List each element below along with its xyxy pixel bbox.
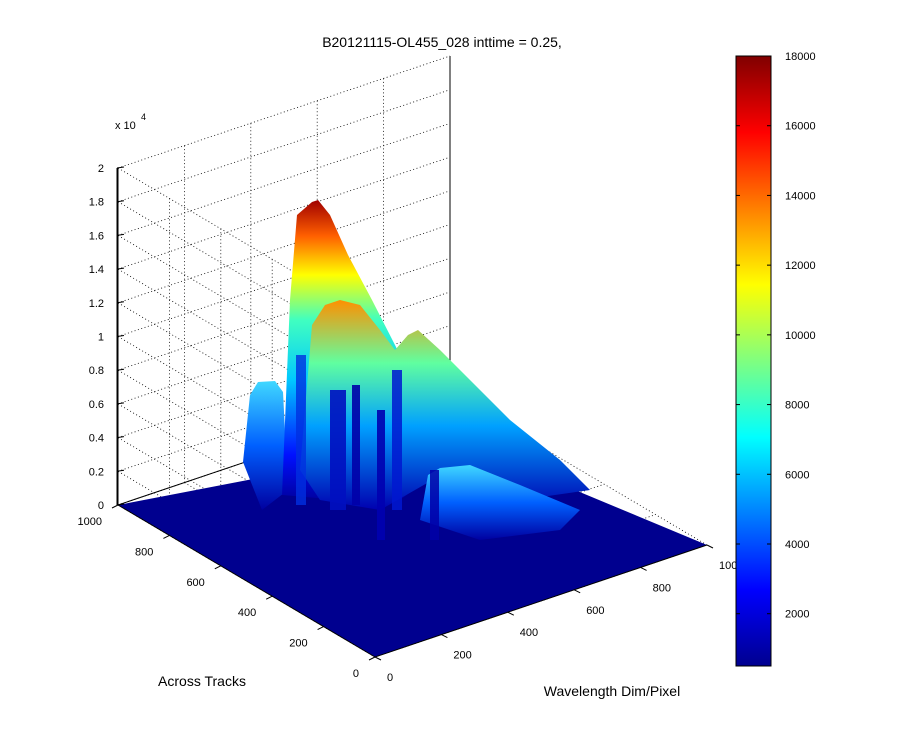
x-tick-label: 400	[520, 627, 538, 639]
x-tick-label: 600	[586, 605, 604, 617]
z-tick-label: 0.4	[89, 433, 104, 445]
z-tick-mark	[116, 335, 125, 337]
y-tick-mark	[317, 626, 324, 631]
x-tick-mark	[441, 634, 448, 639]
z-multiplier: x 10	[115, 120, 136, 132]
y-tick-label: 800	[135, 546, 153, 558]
x-tick-mark	[640, 566, 647, 571]
y-tick-mark	[163, 534, 170, 539]
surface-trough	[377, 410, 385, 540]
grid-line	[117, 89, 451, 203]
z-tick-mark	[116, 402, 125, 405]
surface-trough	[430, 470, 439, 540]
x-tick-label: 800	[653, 582, 671, 594]
x-tick-mark	[706, 544, 714, 549]
y-tick-label: 0	[353, 668, 359, 680]
z-tick-mark	[116, 436, 125, 439]
x-tick-mark	[573, 589, 581, 594]
colorbar-tick-label: 10000	[785, 330, 816, 342]
y-tick-label: 400	[238, 607, 256, 619]
y-tick-label: 600	[186, 577, 204, 589]
colorbar-tick-label: 18000	[785, 51, 816, 63]
colorbar-tick-label: 12000	[785, 260, 816, 272]
chart-title: B20121115-OL455_028 inttime = 0.25,	[322, 34, 562, 50]
grid-line	[117, 224, 451, 337]
grid-line	[117, 123, 451, 236]
y-axis-label: Across Tracks	[158, 673, 246, 689]
z-tick-mark	[116, 267, 125, 270]
axis-line	[117, 504, 376, 658]
y-tick-labels: 0 200 400 600 800 1000	[78, 504, 376, 680]
z-tick-label: 0.8	[89, 365, 104, 377]
colorbar-tick-label: 2000	[785, 609, 809, 621]
x-tick-label: 200	[453, 650, 471, 662]
z-tick-mark	[116, 233, 125, 236]
y-tick-mark	[368, 656, 376, 661]
z-tick-label: 1.8	[89, 197, 104, 209]
y-tick-mark	[214, 565, 222, 570]
z-tick-label: 0	[98, 500, 104, 512]
z-tick-label: 1	[98, 332, 104, 344]
z-tick-mark	[116, 301, 125, 304]
axis-line	[374, 544, 708, 658]
z-tick-label: 1.6	[89, 230, 104, 242]
x-axis-label: Wavelength Dim/Pixel	[544, 683, 680, 699]
y-tick-mark	[111, 504, 119, 509]
z-tick-mark	[116, 200, 125, 203]
z-tick-label: 2	[98, 163, 104, 175]
colorbar: 2000 4000 6000 8000 10000 12000 14000 16000 1800…	[735, 51, 816, 667]
z-tick-mark	[116, 503, 125, 506]
surface-trough	[392, 370, 402, 510]
colorbar-gradient	[735, 55, 772, 667]
surface-trough	[330, 390, 346, 510]
surface-ridge-second	[300, 300, 590, 510]
x-tick-label: 0	[387, 672, 393, 684]
y-tick-mark	[265, 595, 273, 600]
surface-trough	[352, 385, 360, 505]
colorbar-tick-label: 16000	[785, 121, 816, 133]
grid-line	[117, 156, 451, 270]
y-tick-label: 1000	[78, 516, 102, 528]
y-tick-label: 200	[289, 638, 307, 650]
x-tick-mark	[374, 656, 382, 661]
surface-ridge-left	[243, 381, 288, 510]
z-tick-label: 0.6	[89, 399, 104, 411]
z-multiplier-exponent: 4	[141, 112, 146, 122]
grid-line	[117, 257, 451, 371]
surface-ridge-front	[420, 465, 580, 540]
surface-peaks	[243, 200, 590, 540]
colorbar-tick-label: 14000	[785, 190, 816, 202]
x-tick-mark	[507, 611, 515, 616]
z-tick-label: 0.2	[89, 466, 104, 478]
colorbar-tick-label: 6000	[785, 469, 809, 481]
z-tick-mark	[116, 166, 125, 169]
grid-line	[117, 55, 451, 169]
surface-trough	[296, 355, 306, 505]
z-tick-mark	[116, 469, 125, 472]
grid-line	[117, 325, 451, 438]
colorbar-ticks: 2000 4000 6000 8000 10000 12000 14000 16000 1800…	[736, 51, 816, 621]
grid-line	[117, 190, 451, 304]
z-tick-label: 1.4	[89, 264, 104, 276]
z-tick-label: 1.2	[89, 298, 104, 310]
z-tick-mark	[116, 368, 125, 371]
colorbar-tick-label: 4000	[785, 539, 809, 551]
colorbar-tick-label: 8000	[785, 400, 809, 412]
z-tick-labels: 0 0.2 0.4 0.6 0.8 1 1.2 1.4 1.6 1.8 2	[89, 163, 125, 512]
grid-line	[117, 291, 451, 405]
